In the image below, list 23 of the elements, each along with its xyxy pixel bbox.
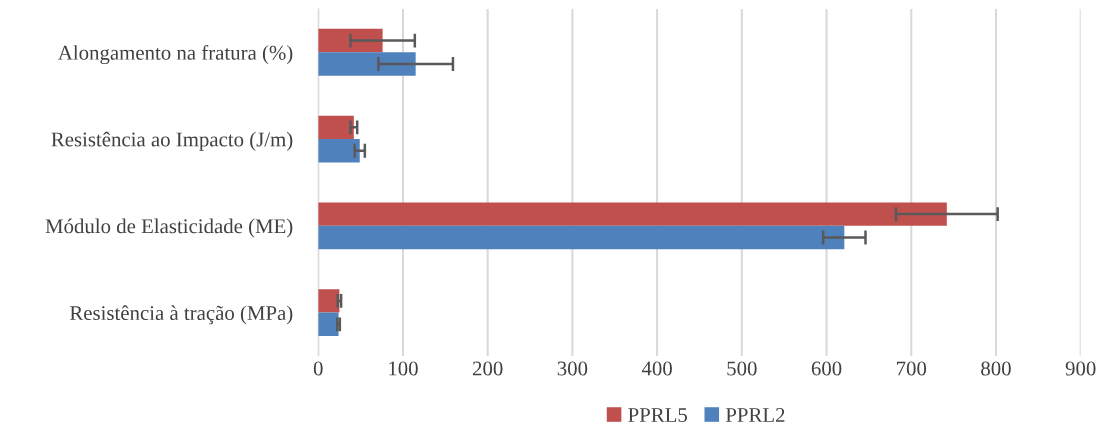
y-tick-label: Resistência à tração (MPa) [69,305,293,325]
bar [318,139,360,163]
x-tick-label: 0 [313,361,323,376]
x-tick-label: 800 [981,361,1011,376]
x-tick-label: 400 [641,361,672,376]
bar [318,28,383,53]
x-tick-label: 500 [727,361,757,376]
bar [318,115,354,140]
legend-label: PPRL5 [628,408,688,423]
x-tick-label: 700 [897,361,927,376]
x-tick-label: 200 [472,361,503,376]
x-tick-label: 600 [811,361,842,376]
y-tick-label: Resistência ao Impacto (J/m) [51,131,293,151]
y-tick-label: Módulo de Elasticidade (ME) [45,218,293,238]
bar [318,202,947,226]
y-tick-label: Alongamento na fratura (%) [58,44,293,65]
bar [318,52,416,76]
bar [318,312,339,337]
x-tick-label: 100 [389,361,418,376]
x-tick-label: 300 [557,361,588,376]
bar [318,225,845,250]
legend-label: PPRL2 [725,408,785,422]
x-tick-label: 900 [1065,361,1096,376]
